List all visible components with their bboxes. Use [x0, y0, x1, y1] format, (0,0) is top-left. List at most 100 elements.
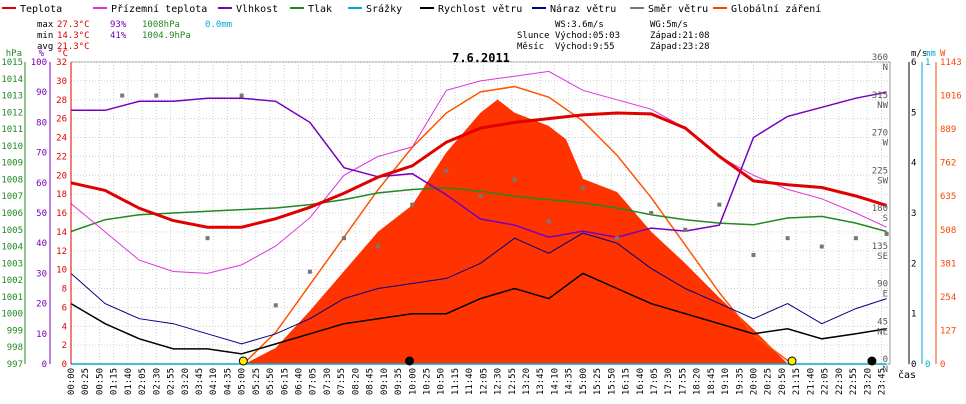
wind-direction-point: [376, 244, 381, 249]
stats-min-humidity: 41%: [110, 31, 127, 41]
stats-avg-temp: 21.3°C: [57, 42, 90, 52]
x-tick-label: 02:05: [138, 368, 148, 395]
x-tick-label: 04:10: [209, 368, 219, 395]
stats-min-pressure: 1004.9hPa: [142, 31, 191, 41]
wind-axis-unit: m/s: [911, 49, 927, 59]
legend-humidity-label: Vlhkost: [236, 4, 278, 15]
legend-wind-direction-label: Směr větru: [648, 3, 708, 15]
x-tick-label: 21:15: [792, 368, 802, 395]
temperature-axis-tick-label: 14: [56, 228, 67, 238]
direction-tick-sub: SW: [877, 176, 888, 186]
wind-direction-point: [444, 169, 449, 174]
pressure-axis-tick-label: 998: [7, 343, 23, 353]
x-tick-label: 15:25: [593, 368, 603, 395]
temperature-axis-tick-label: 4: [62, 322, 67, 332]
wind-direction-point: [307, 269, 312, 274]
radiation-axis-tick-label: 1143: [940, 58, 962, 68]
direction-tick-label: 360: [872, 53, 888, 63]
temperature-axis-unit: °C: [57, 49, 68, 59]
x-tick-label: 09:35: [394, 368, 404, 395]
wind-direction-point: [785, 236, 790, 241]
x-tick-label: 14:10: [550, 368, 560, 395]
x-tick-label: 01:15: [110, 368, 120, 395]
x-tick-label: 16:15: [622, 368, 632, 395]
x-tick-label: 08:45: [366, 368, 376, 395]
info-moon-set: Západ:23:28: [650, 42, 710, 52]
series-lines: [70, 70, 889, 366]
humidity-axis-tick-label: 80: [36, 118, 47, 128]
temperature-axis-tick-label: 12: [56, 247, 67, 257]
x-tick-label: 06:15: [280, 368, 290, 395]
pressure-axis-tick-label: 1009: [1, 159, 23, 169]
x-tick-label: 03:20: [181, 368, 191, 395]
x-tick-label: 07:05: [309, 368, 319, 395]
clear-sky-radiation-line: [242, 85, 793, 365]
ground-temperature-line: [70, 70, 887, 274]
x-tick-label: 04:35: [223, 368, 233, 395]
x-tick-label: 18:20: [693, 368, 703, 395]
moonset-marker: [867, 356, 877, 366]
legend-wind-gust-label: Náraz větru: [550, 3, 616, 15]
wind-axis-tick-label: 5: [911, 108, 916, 118]
direction-tick-sub: N: [883, 365, 888, 375]
info-ws: WS:3.6m/s: [555, 20, 604, 30]
x-tick-label: 18:45: [707, 368, 717, 395]
temperature-axis-tick-label: 0: [62, 360, 67, 370]
radiation-axis-tick-label: 254: [940, 293, 956, 303]
x-tick-label: 20:50: [778, 368, 788, 395]
x-tick-label: 23:20: [863, 368, 873, 395]
humidity-axis-tick-label: 10: [36, 330, 47, 340]
x-tick-label: 23:45: [877, 368, 887, 395]
wind-axis-tick-label: 2: [911, 259, 916, 269]
pressure-axis-tick-label: 999: [7, 326, 23, 336]
pressure-line: [70, 187, 887, 233]
x-tick-label: 09:10: [380, 368, 390, 395]
pressure-axis-tick-label: 1002: [1, 276, 23, 286]
humidity-axis-unit: %: [39, 49, 45, 59]
radiation-axis-tick-label: 889: [940, 125, 956, 135]
pressure-axis-tick-label: 1007: [1, 192, 23, 202]
humidity-axis-tick-label: 60: [36, 179, 47, 189]
humidity-axis-tick-label: 30: [36, 269, 47, 279]
stats-label: min: [37, 31, 53, 41]
humidity-axis-tick-label: 90: [36, 88, 47, 98]
info-panel: max 27.3°C 93% 1008hPa 0.0mm min 14.3°C 41% 1004…: [37, 20, 710, 52]
x-tick-label: 15:50: [607, 368, 617, 395]
pressure-axis-tick-label: 1005: [1, 226, 23, 236]
wind-direction-point: [580, 185, 585, 190]
radiation-axis-unit: W: [940, 49, 946, 59]
wind-axis-tick-label: 0: [911, 360, 916, 370]
temperature-axis-tick-label: 20: [56, 171, 67, 181]
stats-label: avg: [37, 42, 53, 52]
x-tick-label: 10:50: [437, 368, 447, 395]
pressure-axis-tick-label: 1004: [1, 243, 23, 253]
direction-tick-label: 180: [872, 204, 888, 214]
x-tick-label: 06:40: [295, 368, 305, 395]
sunset-marker: [787, 356, 797, 366]
x-tick-label: 19:10: [721, 368, 731, 395]
direction-tick-sub: NE: [877, 327, 888, 337]
legend-ground-temperature-label: Přízemní teplota: [111, 3, 207, 15]
pressure-axis-tick-label: 1008: [1, 175, 23, 185]
x-tick-label: 17:30: [664, 368, 674, 395]
radiation-axis-tick-label: 127: [940, 326, 956, 336]
wind-axis-tick-label: 4: [911, 159, 916, 169]
pressure-axis-tick-label: 1001: [1, 293, 23, 303]
wind-direction-point: [478, 194, 483, 199]
direction-tick-label: 315: [872, 91, 888, 101]
info-sun-label: Slunce: [517, 31, 550, 41]
stats-max-temp: 27.3°C: [57, 20, 90, 30]
legend-temperature-label: Teplota: [20, 4, 62, 15]
wind-direction-point: [853, 236, 858, 241]
legend-rain-label: Srážky: [366, 3, 402, 15]
wind-direction-point: [819, 244, 824, 249]
x-tick-label: 21:40: [806, 368, 816, 395]
x-tick-label: 22:55: [849, 368, 859, 395]
pressure-axis-tick-label: 1000: [1, 310, 23, 320]
x-tick-label: 00:50: [95, 368, 105, 395]
info-moon-label: Měsíc: [517, 42, 544, 52]
info-sun-rise: Východ:05:03: [555, 31, 620, 41]
x-tick-label: 20:25: [764, 368, 774, 395]
x-tick-label: 07:55: [337, 368, 347, 395]
